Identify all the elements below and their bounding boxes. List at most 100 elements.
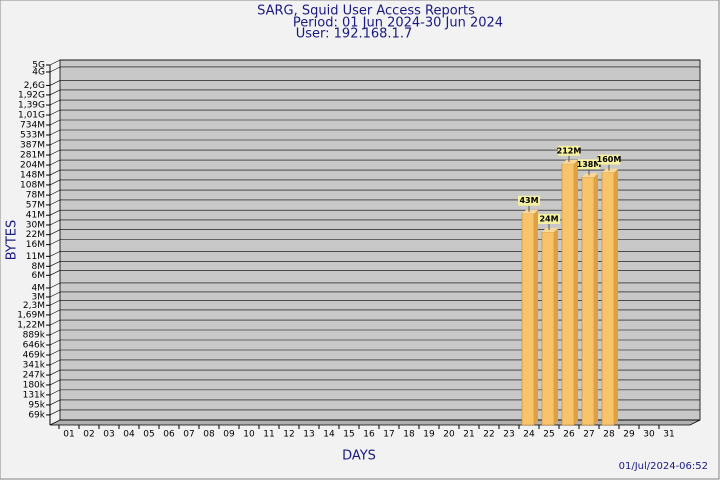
x-tick-label: 18 [403, 430, 415, 440]
x-tick-label: 01 [63, 430, 74, 440]
bar [601, 172, 615, 426]
x-tick-label: 27 [583, 430, 594, 440]
x-tick-label: 10 [243, 430, 255, 440]
x-tick-label: 22 [483, 430, 494, 440]
x-tick-label: 13 [303, 430, 314, 440]
x-tick-label: 20 [443, 430, 455, 440]
y-tick-label: 180k [23, 380, 46, 390]
grid-line [49, 339, 61, 346]
y-tick-label: 2,3M [23, 301, 45, 311]
x-tick-label: 11 [263, 430, 274, 440]
bar-top [542, 227, 558, 232]
x-tick-label: 09 [223, 430, 235, 440]
x-tick-label: 25 [543, 430, 554, 440]
user-label: User: 192.168.1.7 [296, 27, 412, 42]
x-tick-label: 31 [663, 430, 674, 440]
x-tick-label: 02 [83, 430, 94, 440]
grid-line [49, 199, 61, 206]
y-tick-label: 8M [32, 262, 46, 272]
grid-line [49, 349, 61, 356]
value-label-box [578, 159, 600, 170]
x-tick-label: 23 [503, 430, 514, 440]
bar [521, 213, 535, 426]
grid-line [49, 159, 61, 166]
grid-line [49, 282, 61, 289]
y-tick-label: 1,22M [17, 321, 45, 331]
y-tick-label: 281M [20, 151, 45, 161]
grid-line [49, 389, 61, 396]
grid-line [49, 261, 61, 267]
y-tick-label: 5G [32, 61, 45, 71]
grid-line [49, 80, 61, 86]
x-tick-label: 12 [283, 430, 294, 440]
grid-line [49, 319, 61, 326]
grid-line [49, 369, 61, 376]
y-tick-label: 57M [26, 200, 45, 210]
bar [581, 176, 595, 426]
y-tick-label: 4M [32, 283, 46, 293]
y-tick-label: 3M [32, 292, 46, 302]
x-tick-label: 26 [563, 430, 575, 440]
x-tick-label: 19 [423, 430, 435, 440]
grid-line [49, 89, 61, 96]
chart-subtitle: Period: 01 Jun 2024-30 Jun 2024 [293, 16, 503, 31]
value-label: 43M [519, 196, 538, 205]
y-tick-label: 16M [26, 240, 45, 250]
y-tick-label: 11M [26, 252, 45, 262]
y-tick-label: 69k [28, 410, 45, 420]
bar [541, 231, 555, 426]
grid-line [49, 270, 61, 276]
grid-line [49, 300, 61, 306]
x-tick-label: 30 [643, 430, 655, 440]
y-tick-label: 646k [23, 340, 46, 350]
y-tick-label: 2,6G [24, 81, 45, 91]
y-tick-label: 41M [26, 211, 45, 221]
x-tick-label: 04 [123, 430, 135, 440]
x-tick-label: 29 [623, 430, 635, 440]
bar-side [614, 168, 618, 425]
y-tick-label: 131k [23, 390, 46, 400]
grid-line [49, 409, 61, 416]
grid-line [49, 119, 61, 126]
bar-top [522, 209, 538, 214]
x-tick-label: 17 [383, 430, 394, 440]
y-axis-label: BYTES [5, 220, 20, 261]
grid-line [49, 139, 61, 146]
grid-line [49, 209, 61, 216]
grid-line [49, 219, 61, 226]
bar-side [554, 227, 558, 425]
x-tick-label: 16 [363, 430, 375, 440]
value-label: 160M [597, 155, 622, 164]
value-label-box [518, 195, 540, 206]
grid-line [49, 66, 61, 73]
grid-line [49, 379, 61, 386]
y-tick-label: 204M [20, 161, 45, 171]
grid-line [49, 109, 61, 116]
grid-line [49, 59, 61, 66]
grid-line [49, 399, 61, 406]
y-tick-label: 22M [26, 230, 45, 240]
y-tick-label: 889k [23, 331, 46, 341]
y-tick-label: 78M [26, 191, 45, 201]
y-tick-label: 469k [23, 351, 46, 361]
bar-top [582, 173, 598, 178]
x-tick-label: 03 [103, 430, 114, 440]
grid-line [49, 309, 61, 316]
y-tick-label: 148M [20, 171, 45, 181]
chart-title: SARG, Squid User Access Reports [257, 4, 475, 19]
x-tick-label: 14 [323, 430, 335, 440]
x-axis-label: DAYS [342, 449, 376, 464]
y-tick-label: 734M [20, 120, 45, 130]
y-tick-label: 1,01G [18, 111, 45, 121]
bar-top [602, 168, 618, 173]
x-tick-label: 15 [343, 430, 354, 440]
x-tick-label: 28 [603, 430, 615, 440]
value-label: 212M [557, 146, 582, 155]
bar-side [534, 209, 538, 425]
y-tick-label: 1,39G [18, 101, 45, 111]
y-tick-label: 341k [23, 360, 46, 370]
grid-line [49, 291, 61, 298]
grid-line [49, 229, 61, 235]
grid-line [49, 329, 61, 336]
grid-line [49, 359, 61, 366]
